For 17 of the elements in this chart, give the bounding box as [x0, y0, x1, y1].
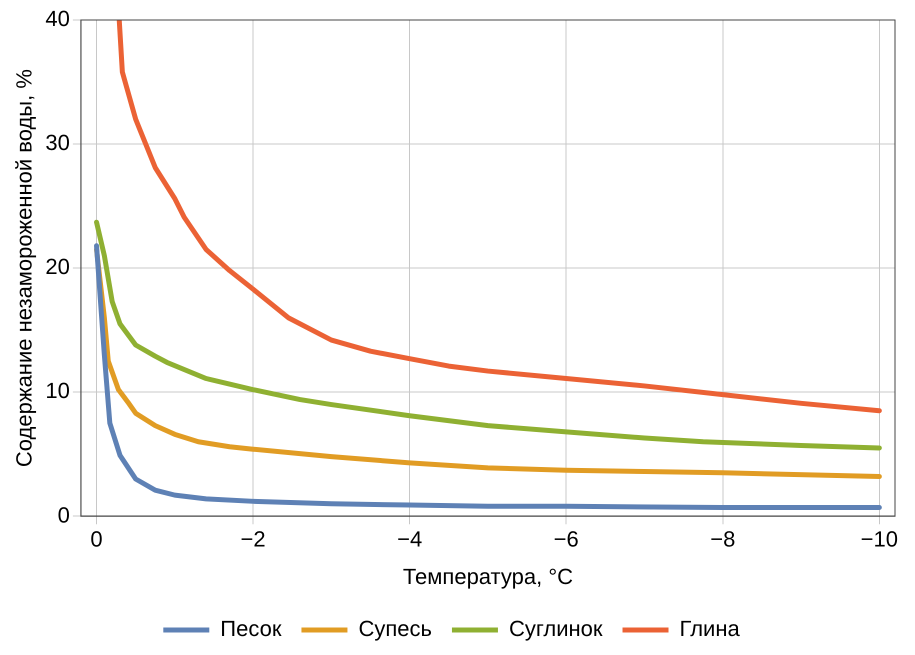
legend-label: Глина: [680, 616, 740, 642]
y-tick-label: 10: [45, 378, 70, 404]
y-tick-label: 30: [45, 130, 70, 156]
x-tick-label: 0: [90, 526, 103, 552]
x-tick-label: −8: [710, 526, 736, 552]
x-tick-label: −6: [554, 526, 579, 552]
legend-label: Песок: [220, 616, 282, 642]
x-tick-label: −10: [860, 526, 898, 552]
x-tick-label: −4: [397, 526, 422, 552]
x-tick-label: −2: [240, 526, 266, 552]
y-tick-label: 40: [45, 6, 70, 32]
y-tick-label: 20: [45, 254, 70, 280]
legend-label: Супесь: [358, 616, 432, 642]
y-tick-label: 0: [58, 502, 70, 528]
y-axis-title: Содержание незамороженной воды, %: [11, 69, 36, 468]
legend-label: Суглинок: [508, 616, 603, 642]
x-axis-title: Температура, °C: [402, 564, 574, 589]
